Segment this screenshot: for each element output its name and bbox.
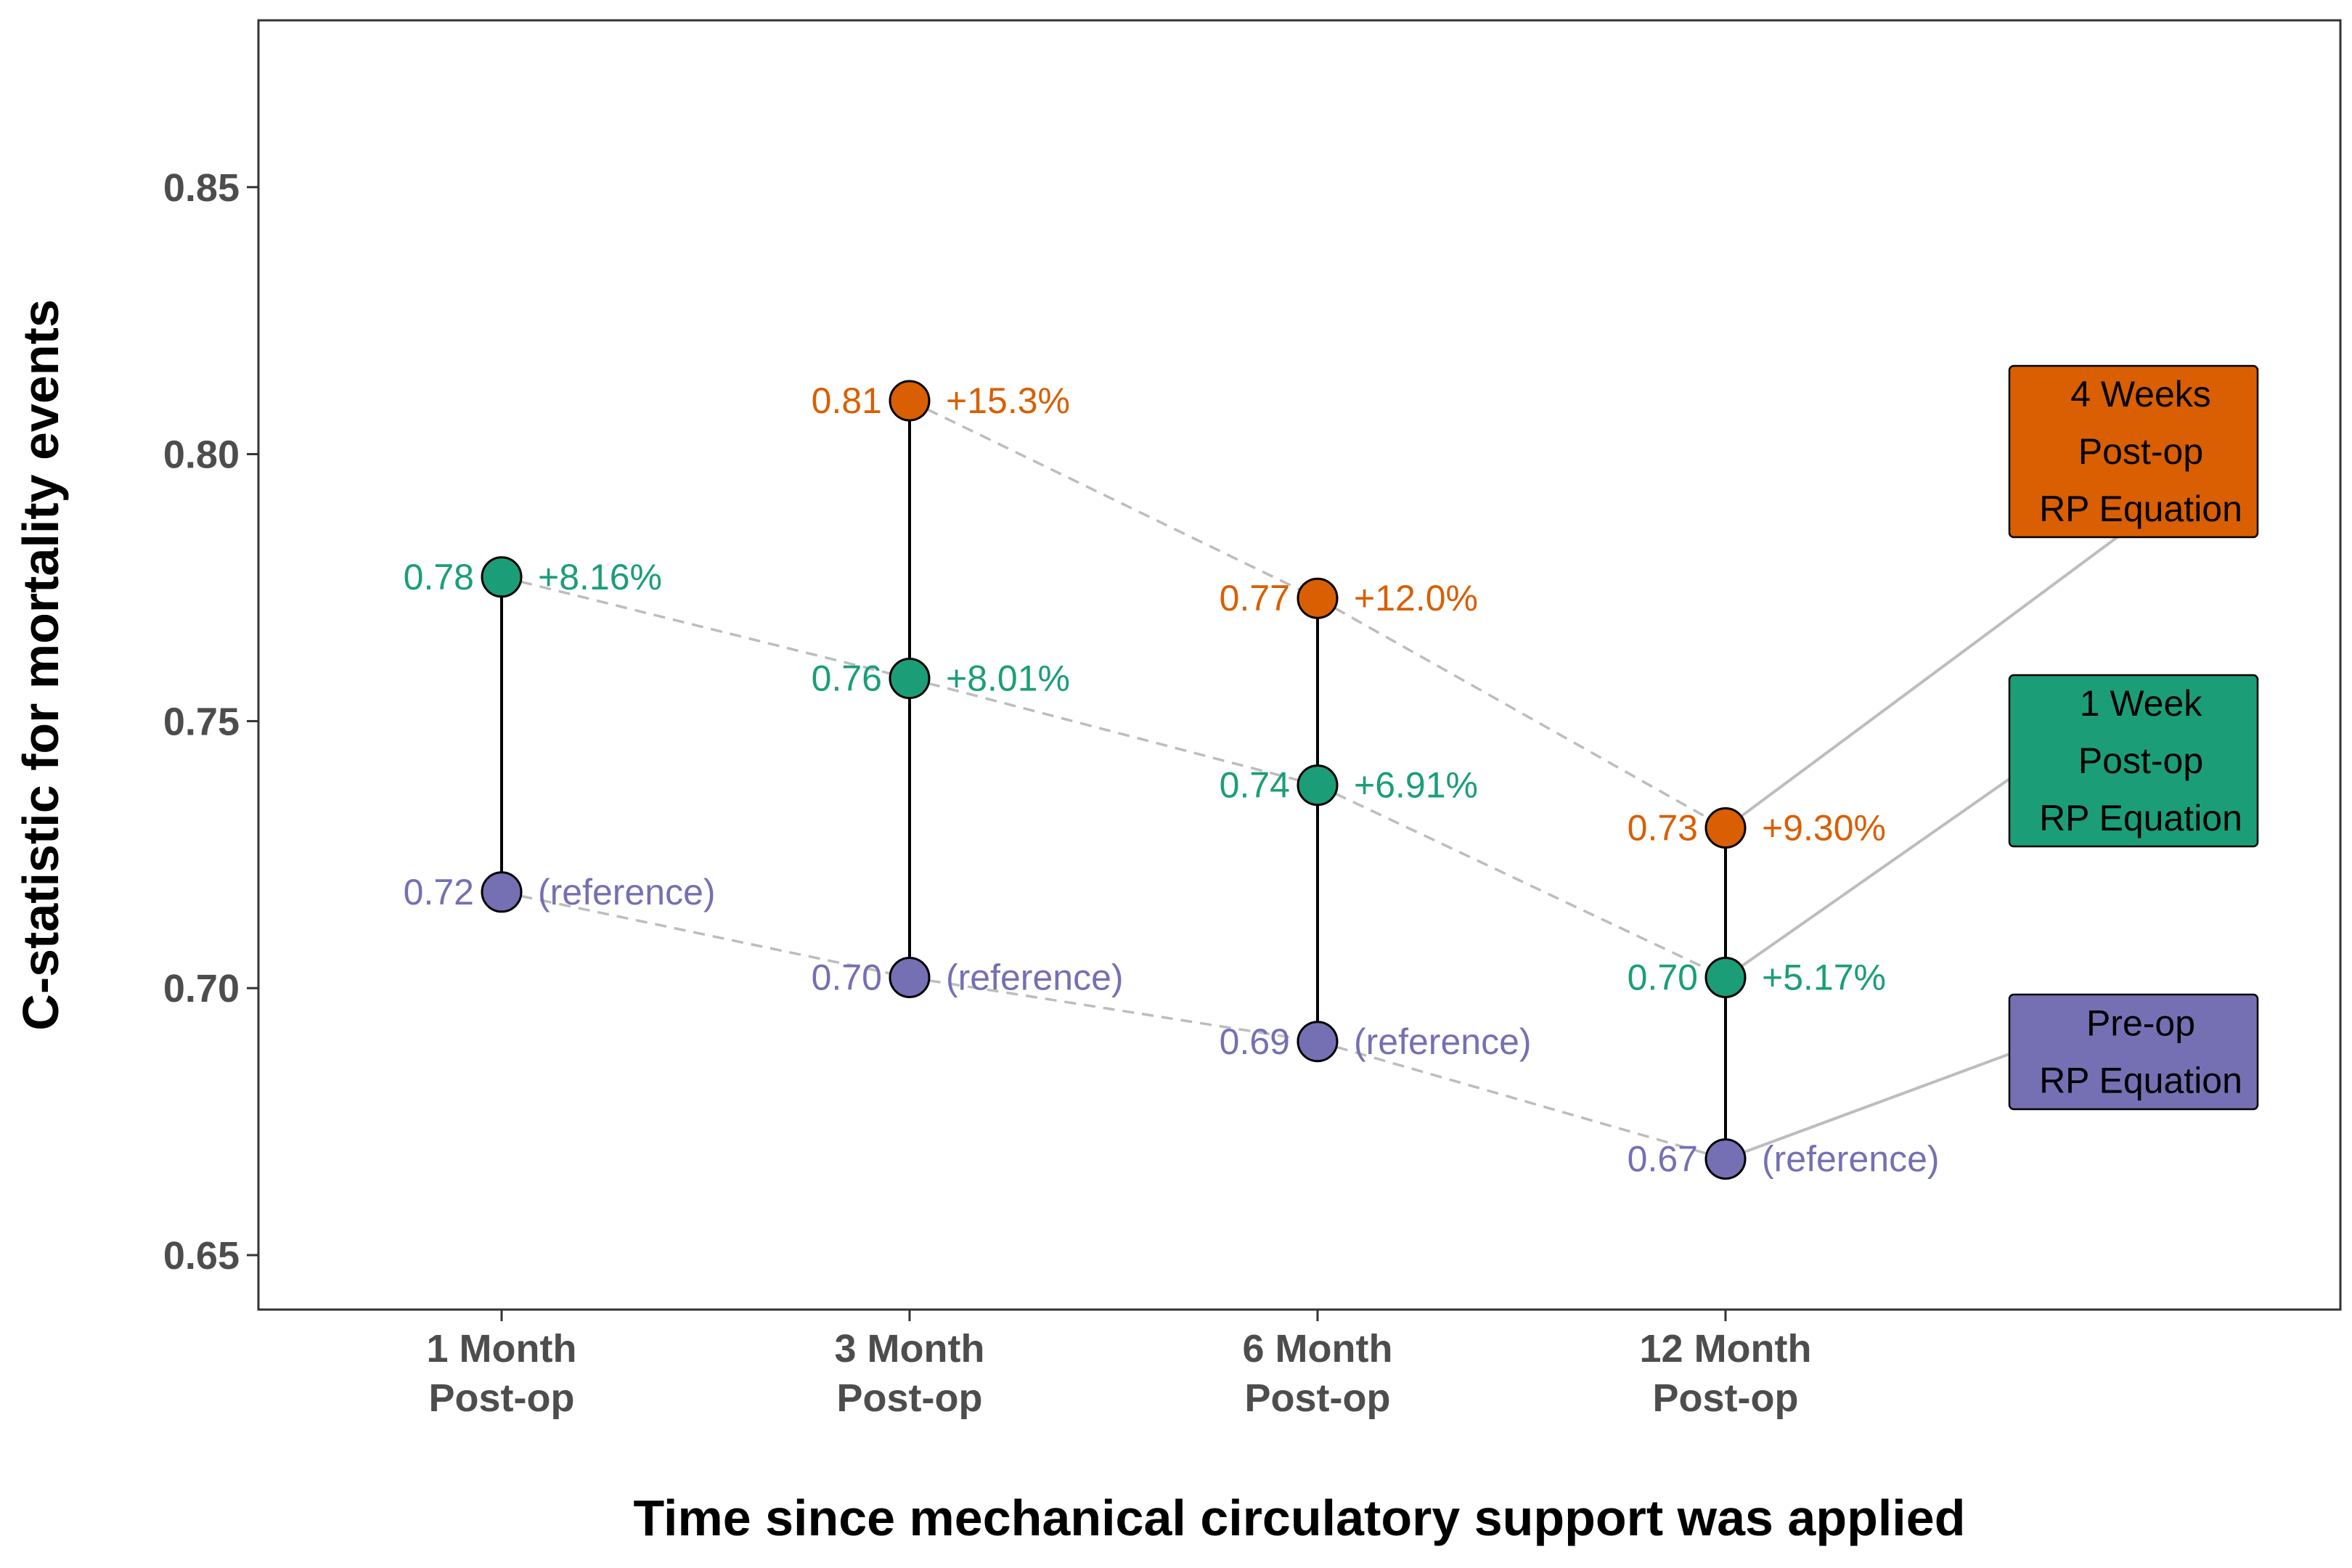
- value-label-week4: 0.77: [1220, 578, 1290, 618]
- value-label-week1: 0.74: [1220, 765, 1290, 806]
- legend-label-preop: RP Equation: [2039, 1061, 2242, 1101]
- x-tick-label: Post-op: [429, 1376, 575, 1420]
- point-week4: [1704, 807, 1747, 849]
- legend-box-preop: [2008, 993, 2259, 1111]
- y-axis: 0.65 0.70 0.75 0.80 0.85: [163, 166, 258, 1278]
- pct-label-week1: +5.17%: [1762, 957, 1886, 997]
- trend-lines: [501, 399, 1726, 1161]
- legend-label-week1: 1 Week: [2080, 683, 2203, 724]
- value-label-preop: 0.69: [1220, 1021, 1290, 1062]
- y-tick-label: 0.85: [163, 166, 240, 210]
- pct-label-week4: +9.30%: [1762, 808, 1886, 849]
- value-label-week1: 0.70: [1628, 957, 1698, 997]
- x-axis-title: Time since mechanical circulatory suppor…: [634, 1490, 1966, 1546]
- value-label-week4: 0.81: [812, 380, 882, 421]
- point-week1: [889, 658, 931, 700]
- pct-label-preop: (reference): [1762, 1139, 1940, 1180]
- x-tick-label: 12 Month: [1640, 1327, 1812, 1371]
- pct-label-week1: +8.16%: [538, 557, 662, 597]
- point-preop: [481, 871, 523, 913]
- legend-connectors: [1724, 533, 2123, 1161]
- pct-label-week1: +6.91%: [1354, 765, 1478, 806]
- range-lines: [500, 401, 1727, 1159]
- data-points: [481, 380, 1747, 1180]
- value-label-week1: 0.78: [404, 557, 474, 597]
- legend-connector-week1: [1724, 777, 2011, 979]
- y-tick-label: 0.75: [163, 700, 240, 743]
- x-tick-label: Post-op: [1653, 1376, 1799, 1420]
- trend-line-segment: [1317, 784, 1726, 979]
- y-tick-label: 0.65: [163, 1234, 240, 1278]
- legend-connector-preop: [1725, 1053, 2010, 1161]
- data-labels: 0.72 (reference) 0.70 (reference) 0.69 (refer…: [404, 380, 1940, 1180]
- legend: Pre-op RP Equation 1 Week Post-op RP Equatio…: [2008, 364, 2259, 1111]
- value-label-week4: 0.73: [1628, 808, 1698, 849]
- pct-label-preop: (reference): [946, 957, 1124, 997]
- pct-label-preop: (reference): [538, 872, 716, 912]
- trend-line-segment: [909, 399, 1318, 600]
- trend-line-segment: [501, 576, 910, 680]
- legend-label-week4: Post-op: [2078, 431, 2203, 472]
- pct-label-preop: (reference): [1354, 1021, 1532, 1062]
- x-tick-label: Post-op: [837, 1376, 983, 1420]
- y-axis-title: C-statistic for mortality events: [12, 299, 69, 1030]
- pct-label-week4: +12.0%: [1354, 578, 1478, 618]
- point-week1: [1704, 956, 1747, 998]
- y-tick-label: 0.80: [163, 433, 240, 477]
- pct-label-week4: +15.3%: [946, 380, 1070, 421]
- legend-box-week4: [2008, 364, 2259, 539]
- point-week4: [1297, 577, 1339, 619]
- point-preop: [889, 956, 931, 998]
- trend-line-segment: [501, 891, 910, 979]
- value-label-preop: 0.70: [812, 957, 882, 997]
- legend-connector-week4: [1724, 533, 2123, 830]
- trend-line-segment: [909, 976, 1318, 1043]
- pct-label-week1: +8.01%: [946, 658, 1070, 699]
- point-preop: [1297, 1021, 1339, 1063]
- legend-box-week1: [2008, 674, 2259, 848]
- x-tick-label: 1 Month: [427, 1327, 577, 1371]
- point-week1: [1297, 764, 1339, 807]
- legend-label-week4: RP Equation: [2039, 489, 2242, 529]
- legend-label-week1: RP Equation: [2039, 798, 2242, 838]
- plot-panel-border: [257, 19, 2342, 1311]
- x-tick-label: 3 Month: [835, 1327, 985, 1371]
- x-tick-label: 6 Month: [1243, 1327, 1393, 1371]
- legend-label-preop: Pre-op: [2086, 1003, 2195, 1044]
- legend-label-week1: Post-op: [2078, 740, 2203, 781]
- x-axis: 1 Month Post-op 3 Month Post-op 6 Month Post-…: [427, 1310, 1812, 1420]
- y-tick-label: 0.70: [163, 967, 240, 1010]
- x-tick-label: Post-op: [1245, 1376, 1391, 1420]
- point-preop: [1704, 1138, 1747, 1180]
- point-week1: [481, 556, 523, 598]
- legend-label-week4: 4 Weeks: [2070, 374, 2211, 415]
- value-label-week1: 0.76: [812, 658, 882, 699]
- value-label-preop: 0.67: [1628, 1139, 1698, 1180]
- point-week4: [889, 380, 931, 422]
- trend-line-segment: [1317, 1040, 1726, 1161]
- value-label-preop: 0.72: [404, 872, 474, 912]
- trend-line-segment: [909, 677, 1318, 787]
